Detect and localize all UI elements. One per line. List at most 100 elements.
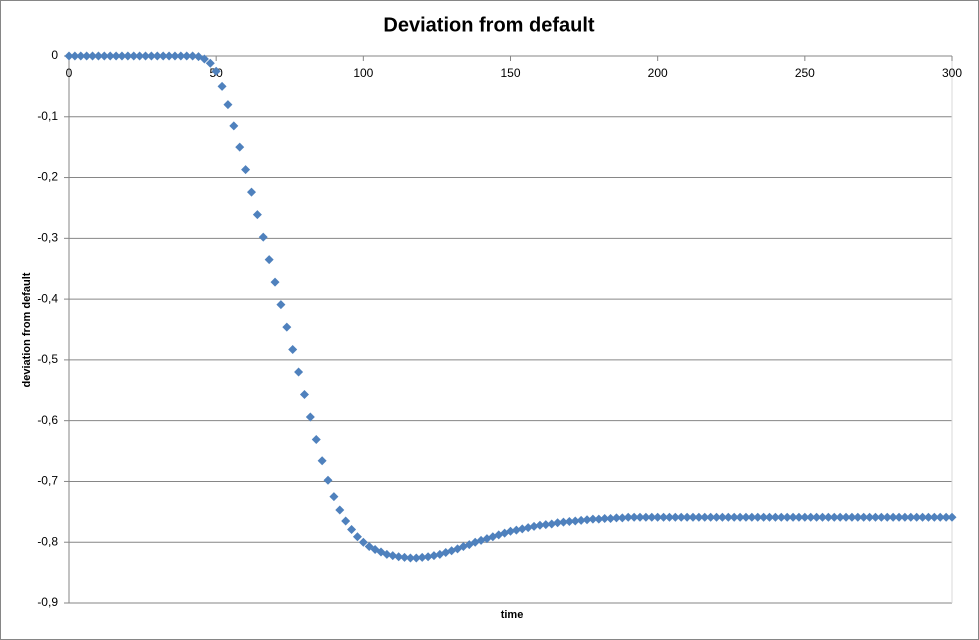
marker: [199, 54, 209, 64]
marker: [759, 512, 769, 522]
marker: [217, 81, 227, 91]
marker: [700, 512, 710, 522]
marker: [835, 512, 845, 522]
marker: [582, 515, 592, 525]
marker: [735, 512, 745, 522]
marker: [246, 187, 256, 197]
marker: [929, 512, 939, 522]
marker: [358, 537, 368, 547]
marker: [623, 512, 633, 522]
marker: [341, 516, 351, 526]
y-tick-label: -0,7: [37, 474, 58, 488]
marker: [141, 51, 151, 61]
marker: [76, 51, 86, 61]
marker: [241, 165, 251, 175]
y-tick-label: -0,2: [37, 170, 58, 184]
marker: [664, 512, 674, 522]
marker: [900, 512, 910, 522]
chart-title: Deviation from default: [383, 14, 594, 36]
y-tick-label: 0: [51, 48, 58, 62]
marker: [123, 51, 133, 61]
marker: [600, 514, 610, 524]
marker: [906, 512, 916, 522]
marker: [541, 520, 551, 530]
marker: [64, 51, 74, 61]
y-tick-label: -0,1: [37, 109, 58, 123]
marker: [394, 552, 404, 562]
marker: [211, 66, 221, 76]
marker: [352, 532, 362, 542]
marker: [311, 435, 321, 445]
marker: [558, 517, 568, 527]
marker: [770, 512, 780, 522]
marker: [941, 512, 951, 522]
marker: [82, 51, 92, 61]
marker: [682, 512, 692, 522]
marker: [70, 51, 80, 61]
marker: [223, 100, 233, 110]
marker: [641, 512, 651, 522]
marker: [276, 300, 286, 310]
marker: [576, 515, 586, 525]
x-tick-label: 200: [648, 66, 668, 80]
x-tick-label: 300: [942, 66, 962, 80]
marker: [653, 512, 663, 522]
marker: [299, 390, 309, 400]
marker: [782, 512, 792, 522]
y-axis-title: deviation from default: [21, 272, 33, 387]
marker: [164, 51, 174, 61]
y-tick-label: -0,5: [37, 352, 58, 366]
marker: [876, 512, 886, 522]
marker: [712, 512, 722, 522]
marker: [706, 512, 716, 522]
marker: [611, 513, 621, 523]
marker: [800, 512, 810, 522]
marker: [794, 512, 804, 522]
marker: [335, 505, 345, 515]
marker: [188, 51, 198, 61]
y-tick-label: -0,3: [37, 231, 58, 245]
marker: [529, 521, 539, 531]
marker: [853, 512, 863, 522]
marker: [294, 367, 304, 377]
marker: [694, 512, 704, 522]
marker: [635, 512, 645, 522]
marker: [753, 512, 763, 522]
marker: [229, 121, 239, 131]
marker: [235, 142, 245, 152]
x-tick-label: 100: [353, 66, 373, 80]
y-tick-label: -0,6: [37, 413, 58, 427]
marker: [865, 512, 875, 522]
marker: [912, 512, 922, 522]
marker: [659, 512, 669, 522]
marker: [723, 512, 733, 522]
marker: [776, 512, 786, 522]
marker: [729, 512, 739, 522]
marker: [146, 51, 156, 61]
marker: [564, 517, 574, 527]
marker: [135, 51, 145, 61]
marker: [329, 492, 339, 502]
marker: [812, 512, 822, 522]
marker: [129, 51, 139, 61]
marker: [918, 512, 928, 522]
marker: [888, 512, 898, 522]
x-axis-title: time: [501, 609, 524, 621]
marker: [382, 549, 392, 559]
marker: [588, 514, 598, 524]
marker: [717, 512, 727, 522]
marker: [870, 512, 880, 522]
marker: [323, 475, 333, 485]
marker: [88, 51, 98, 61]
marker: [647, 512, 657, 522]
marker: [841, 512, 851, 522]
marker: [317, 456, 327, 466]
y-tick-label: -0,4: [37, 291, 58, 305]
marker: [99, 51, 109, 61]
marker: [411, 553, 421, 563]
marker: [252, 210, 262, 220]
marker: [847, 512, 857, 522]
marker: [688, 512, 698, 522]
marker: [788, 512, 798, 522]
marker: [923, 512, 933, 522]
